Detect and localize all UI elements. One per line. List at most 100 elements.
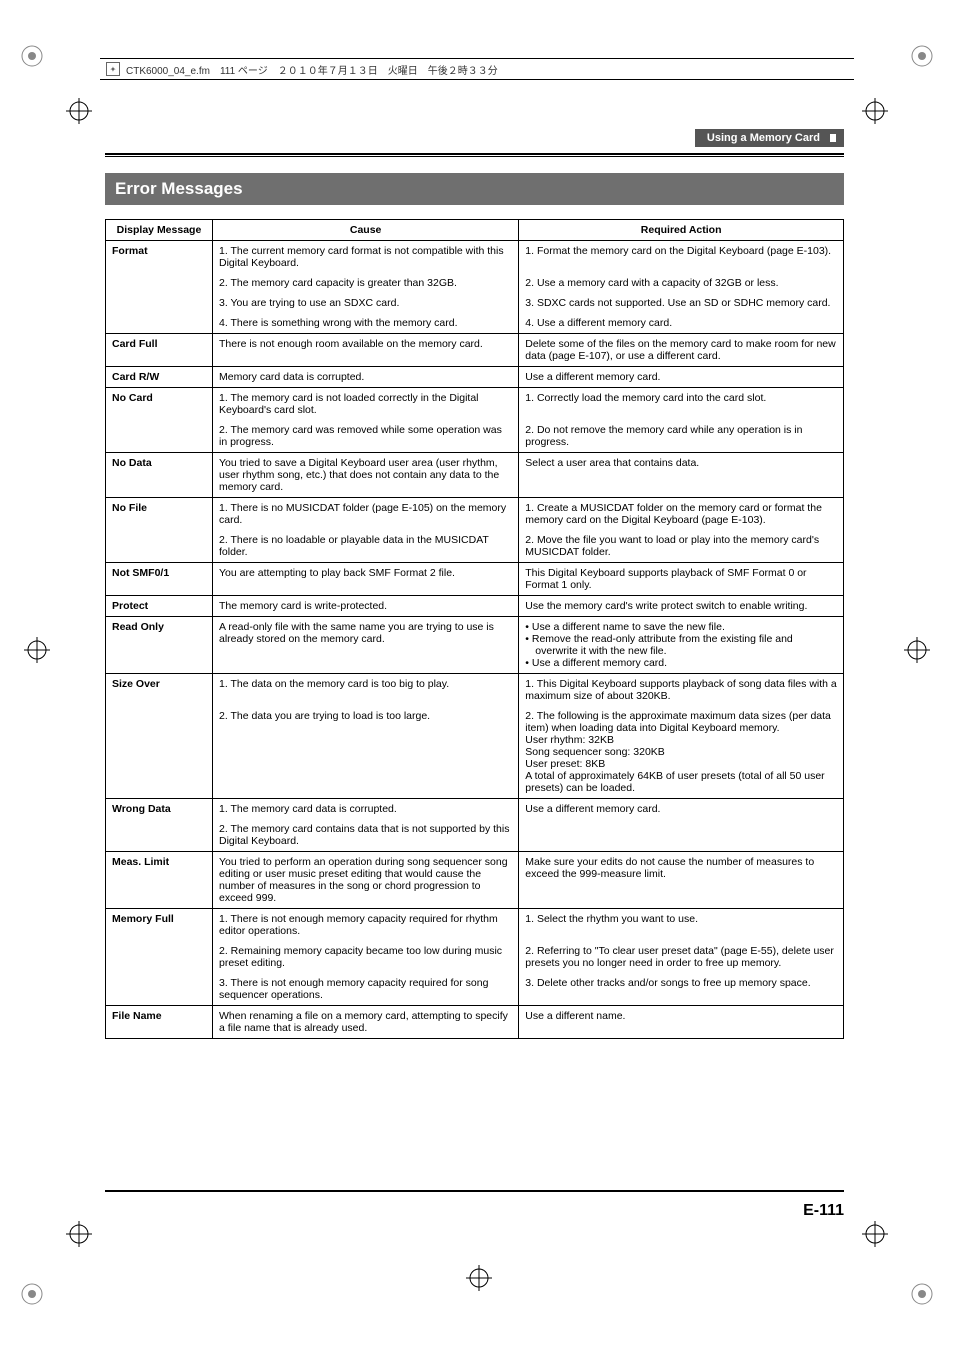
cause-cell: 1. The data on the memory card is too bi… (213, 674, 519, 707)
action-cell: 2. Move the file you want to load or pla… (519, 530, 844, 563)
cause-cell: There is not enough room available on th… (213, 334, 519, 367)
table-row: Not SMF0/1You are attempting to play bac… (106, 563, 844, 596)
registration-mark-icon (24, 637, 50, 668)
page-number: E-111 (803, 1202, 844, 1220)
cause-cell: 2. The memory card was removed while som… (213, 420, 519, 453)
display-message-cell: Card Full (106, 334, 213, 367)
display-message-cell: No Card (106, 388, 213, 453)
action-cell: 1. Create a MUSICDAT folder on the memor… (519, 498, 844, 531)
action-cell: 1. Format the memory card on the Digital… (519, 241, 844, 274)
cause-cell: 4. There is something wrong with the mem… (213, 313, 519, 334)
framemaker-header: ✦ CTK6000_04_e.fm 111 ページ ２０１０年７月１３日 火曜日… (100, 58, 854, 80)
table-row: 3. There is not enough memory capacity r… (106, 973, 844, 1006)
cause-cell: 2. There is no loadable or playable data… (213, 530, 519, 563)
registration-mark-icon (862, 1221, 888, 1252)
crop-mark-icon (18, 42, 46, 70)
table-row: No File1. There is no MUSICDAT folder (p… (106, 498, 844, 531)
framemaker-header-text: CTK6000_04_e.fm 111 ページ ２０１０年７月１３日 火曜日 午… (126, 62, 498, 77)
action-cell: Use the memory card's write protect swit… (519, 596, 844, 617)
divider (105, 153, 844, 157)
table-row: File NameWhen renaming a file on a memor… (106, 1006, 844, 1039)
action-cell: 2. Use a memory card with a capacity of … (519, 273, 844, 293)
action-bullet: Use a different memory card. (525, 657, 837, 669)
action-cell: 1. Select the rhythm you want to use. (519, 909, 844, 942)
cause-cell: You tried to save a Digital Keyboard use… (213, 453, 519, 498)
display-message-cell: No Data (106, 453, 213, 498)
table-row: Read OnlyA read-only file with the same … (106, 617, 844, 674)
registration-mark-icon (66, 1221, 92, 1252)
crop-mark-icon (18, 1280, 46, 1308)
cause-cell: 1. The memory card is not loaded correct… (213, 388, 519, 421)
cause-cell: You are attempting to play back SMF Form… (213, 563, 519, 596)
table-row: No DataYou tried to save a Digital Keybo… (106, 453, 844, 498)
cause-cell: 1. There is no MUSICDAT folder (page E-1… (213, 498, 519, 531)
action-bullet: Use a different name to save the new fil… (525, 621, 837, 633)
display-message-cell: File Name (106, 1006, 213, 1039)
table-row: ProtectThe memory card is write-protecte… (106, 596, 844, 617)
cause-cell: When renaming a file on a memory card, a… (213, 1006, 519, 1039)
display-message-cell: Protect (106, 596, 213, 617)
action-cell: 2. Referring to "To clear user preset da… (519, 941, 844, 973)
display-message-cell: Memory Full (106, 909, 213, 1006)
cause-cell: 1. The current memory card format is not… (213, 241, 519, 274)
action-cell: Use a different name. (519, 1006, 844, 1039)
action-cell: Use a different memory card. (519, 367, 844, 388)
action-cell: 2. The following is the approximate maxi… (519, 706, 844, 799)
display-message-cell: Size Over (106, 674, 213, 799)
col-header-required-action: Required Action (519, 220, 844, 241)
cause-cell: 1. There is not enough memory capacity r… (213, 909, 519, 942)
table-row: 2. The memory card capacity is greater t… (106, 273, 844, 293)
table-row: 3. You are trying to use an SDXC card.3.… (106, 293, 844, 313)
table-row: 2. The memory card was removed while som… (106, 420, 844, 453)
cause-cell: You tried to perform an operation during… (213, 852, 519, 909)
action-cell: This Digital Keyboard supports playback … (519, 563, 844, 596)
cause-cell: A read-only file with the same name you … (213, 617, 519, 674)
registration-mark-icon (66, 98, 92, 129)
display-message-cell: Card R/W (106, 367, 213, 388)
table-row: No Card1. The memory card is not loaded … (106, 388, 844, 421)
action-cell: Make sure your edits do not cause the nu… (519, 852, 844, 909)
action-cell: 2. Do not remove the memory card while a… (519, 420, 844, 453)
action-cell: Delete some of the files on the memory c… (519, 334, 844, 367)
registration-mark-icon (904, 637, 930, 668)
table-row: Card FullThere is not enough room availa… (106, 334, 844, 367)
cause-cell: 2. The memory card capacity is greater t… (213, 273, 519, 293)
cause-cell: 2. The data you are trying to load is to… (213, 706, 519, 799)
crop-mark-icon (908, 1280, 936, 1308)
display-message-cell: No File (106, 498, 213, 563)
action-cell: 1. This Digital Keyboard supports playba… (519, 674, 844, 707)
cause-cell: 1. The memory card data is corrupted. (213, 799, 519, 820)
table-row: Meas. LimitYou tried to perform an opera… (106, 852, 844, 909)
action-cell: 3. SDXC cards not supported. Use an SD o… (519, 293, 844, 313)
display-message-cell: Meas. Limit (106, 852, 213, 909)
registration-mark-icon (862, 98, 888, 129)
action-cell: 3. Delete other tracks and/or songs to f… (519, 973, 844, 1006)
action-cell: Select a user area that contains data. (519, 453, 844, 498)
document-icon: ✦ (106, 62, 120, 76)
col-header-cause: Cause (213, 220, 519, 241)
registration-mark-icon (466, 1265, 492, 1296)
cause-cell: 2. Remaining memory capacity became too … (213, 941, 519, 973)
cause-cell: 3. You are trying to use an SDXC card. (213, 293, 519, 313)
table-row: Format1. The current memory card format … (106, 241, 844, 274)
table-row: Size Over1. The data on the memory card … (106, 674, 844, 707)
error-messages-table: Display Message Cause Required Action Fo… (105, 219, 844, 1039)
table-row: 2. The data you are trying to load is to… (106, 706, 844, 799)
display-message-cell: Wrong Data (106, 799, 213, 852)
crop-mark-icon (908, 42, 936, 70)
table-row: Wrong Data1. The memory card data is cor… (106, 799, 844, 820)
table-row: 4. There is something wrong with the mem… (106, 313, 844, 334)
action-cell: 4. Use a different memory card. (519, 313, 844, 334)
display-message-cell: Read Only (106, 617, 213, 674)
cause-cell: 2. The memory card contains data that is… (213, 819, 519, 852)
divider (105, 1190, 844, 1192)
section-header: Using a Memory Card (695, 129, 844, 147)
table-row: Card R/WMemory card data is corrupted.Us… (106, 367, 844, 388)
action-cell: Use a different name to save the new fil… (519, 617, 844, 674)
display-message-cell: Not SMF0/1 (106, 563, 213, 596)
cause-cell: Memory card data is corrupted. (213, 367, 519, 388)
display-message-cell: Format (106, 241, 213, 334)
table-row: 2. There is no loadable or playable data… (106, 530, 844, 563)
action-bullet: Remove the read-only attribute from the … (525, 633, 837, 657)
action-cell: 1. Correctly load the memory card into t… (519, 388, 844, 421)
